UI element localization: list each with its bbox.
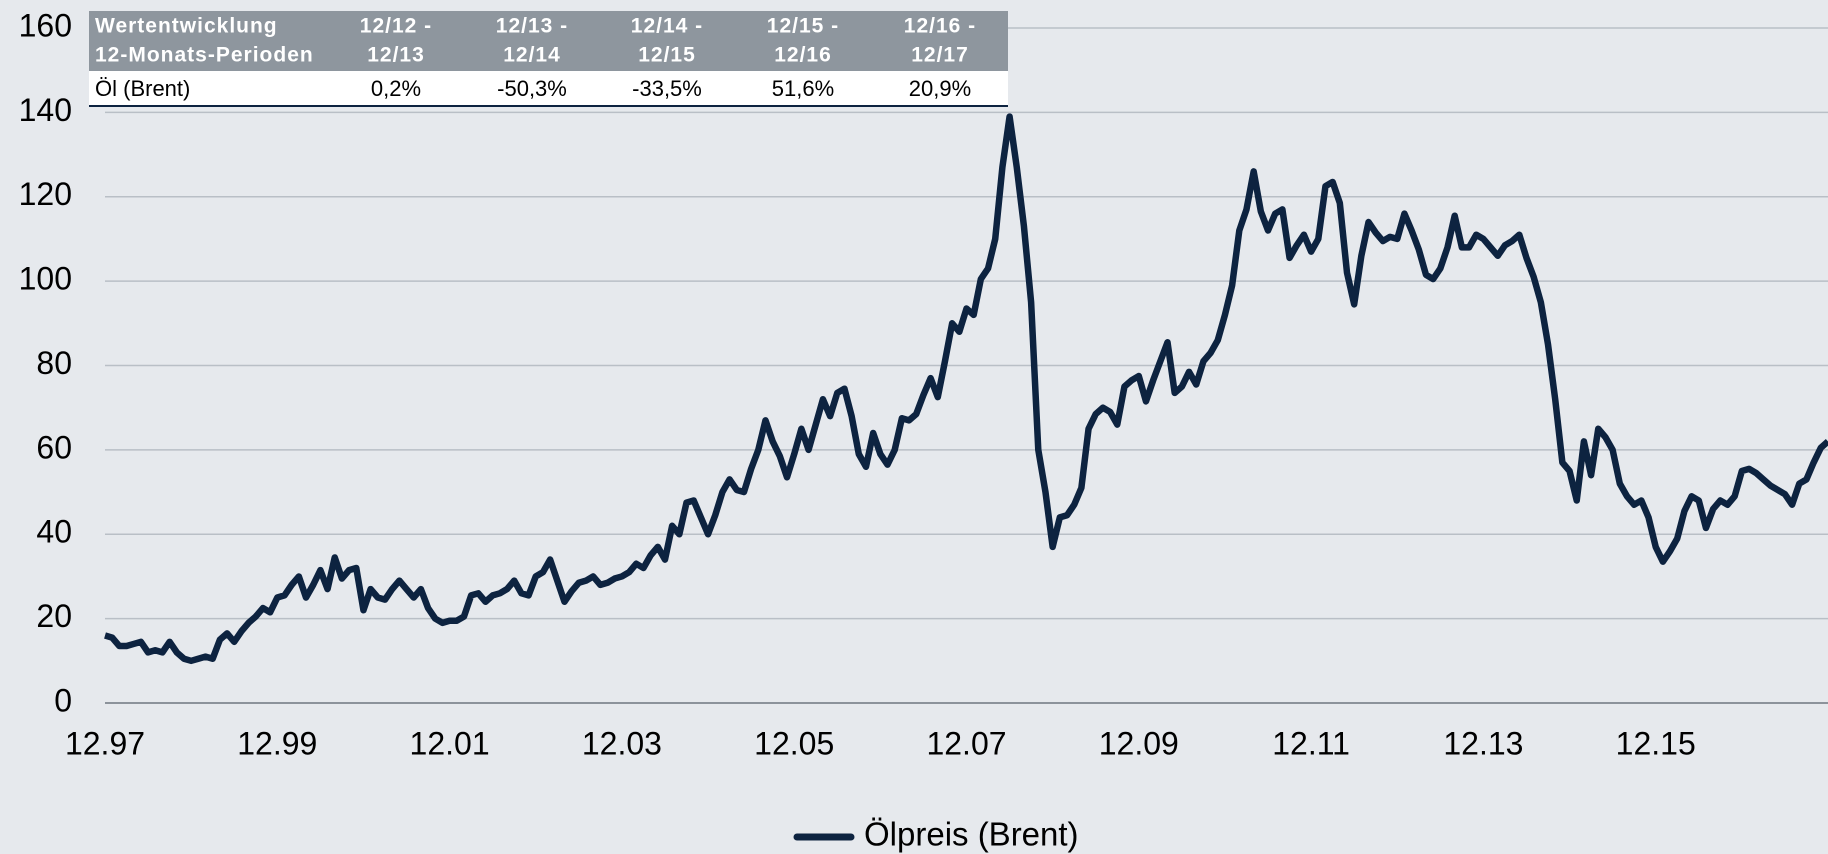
table-cell: -33,5% <box>632 76 702 101</box>
x-tick-label: 12.99 <box>237 725 317 761</box>
table-header-cell: Wertentwicklung <box>95 15 278 38</box>
data-line <box>104 113 1828 665</box>
table-cell: 51,6% <box>772 76 834 101</box>
table-header-cell: 12/16 <box>774 44 832 67</box>
x-tick-label: 12.13 <box>1443 725 1523 761</box>
table-header-cell: 12/13 <box>367 44 425 67</box>
table-header-cell: 12/16 - <box>904 15 976 38</box>
x-tick-label: 12.15 <box>1616 725 1696 761</box>
y-tick-label: 20 <box>36 598 72 634</box>
x-tick-label: 12.07 <box>926 725 1006 761</box>
y-tick-label: 40 <box>36 514 72 550</box>
y-tick-label: 140 <box>19 92 72 128</box>
table-header-cell: 12/14 <box>503 44 561 67</box>
table-row-bg <box>89 71 1008 106</box>
table-header-cell: 12/15 - <box>767 15 839 38</box>
table-cell: 20,9% <box>909 76 971 101</box>
table-header-cell: 12/13 - <box>496 15 568 38</box>
table-header-cell: 12-Monats-Perioden <box>95 44 314 67</box>
table-header-cell: 12/17 <box>911 44 969 67</box>
y-tick-label: 100 <box>19 261 72 297</box>
table-header-cell: 12/14 - <box>631 15 703 38</box>
x-tick-label: 12.11 <box>1272 725 1350 761</box>
x-tick-label: 12.05 <box>754 725 834 761</box>
table-cell: -50,3% <box>497 76 567 101</box>
x-tick-label: 12.97 <box>65 725 145 761</box>
y-tick-label: 160 <box>19 7 72 43</box>
y-tick-label: 80 <box>36 345 72 381</box>
y-tick-label: 0 <box>54 682 72 718</box>
y-tick-label: 120 <box>19 176 72 212</box>
legend-label: Ölpreis (Brent) <box>864 816 1079 853</box>
table-cell: Öl (Brent) <box>95 76 190 101</box>
x-tick-label: 12.01 <box>410 725 490 761</box>
y-tick-label: 60 <box>36 429 72 465</box>
table-cell: 0,2% <box>371 76 421 101</box>
table-header-cell: 12/12 - <box>360 15 432 38</box>
x-tick-label: 12.03 <box>582 725 662 761</box>
x-tick-label: 12.09 <box>1099 725 1179 761</box>
table-header-bg <box>89 11 1008 71</box>
table-header-cell: 12/15 <box>638 44 696 67</box>
